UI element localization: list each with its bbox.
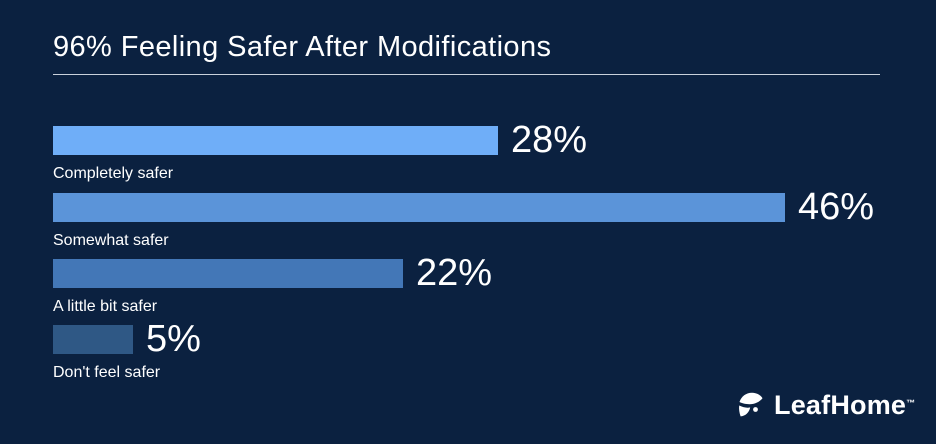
category-label: Completely safer xyxy=(53,165,174,182)
bar-row-completely-safer: 28% Completely safer xyxy=(53,121,587,183)
bar-row-a-little-bit-safer: 22% A little bit safer xyxy=(53,254,492,316)
bar-somewhat-safer xyxy=(53,192,785,222)
value-label: 22% xyxy=(416,252,493,294)
value-label: 28% xyxy=(511,119,588,161)
category-label: A little bit safer xyxy=(53,298,158,315)
bar-a-little-bit-safer xyxy=(53,258,403,288)
bar-row-somewhat-safer: 46% Somewhat safer xyxy=(53,188,874,250)
chart-title: 96% Feeling Safer After Modifications xyxy=(53,31,552,63)
title-divider xyxy=(53,74,880,75)
value-label: 5% xyxy=(146,318,201,360)
category-label: Don't feel safer xyxy=(53,364,161,381)
trademark-symbol: ™ xyxy=(906,398,916,408)
leafhome-logo: LeafHome™ xyxy=(735,389,915,421)
leaf-icon xyxy=(739,392,763,417)
bar-completely-safer xyxy=(53,125,498,155)
category-label: Somewhat safer xyxy=(53,232,169,249)
bar-row-dont-feel-safer: 5% Don't feel safer xyxy=(53,320,201,382)
value-label: 46% xyxy=(798,186,875,228)
logo-wordmark: LeafHome™ xyxy=(774,389,915,421)
logo-text: LeafHome xyxy=(774,390,907,420)
bar-dont-feel-safer xyxy=(53,324,133,354)
